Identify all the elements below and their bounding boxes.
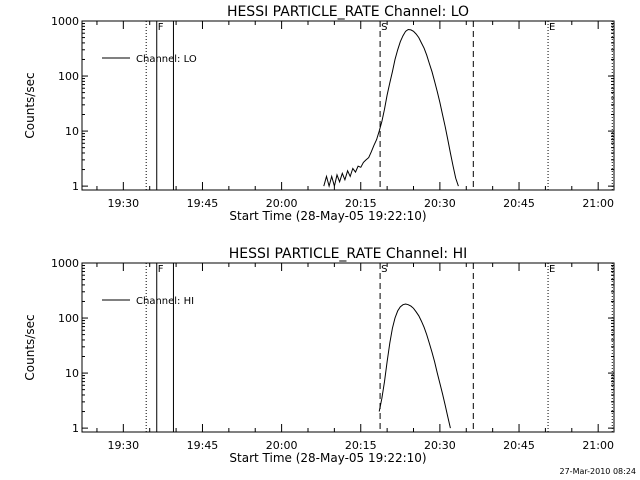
x-tick-label: 20:30 (424, 439, 456, 452)
x-tick-label: 20:45 (503, 197, 535, 210)
x-axis-label: Start Time (28-May-05 19:22:10) (229, 451, 426, 465)
legend-label: Channel: LO (136, 54, 197, 65)
y-axis-label: Counts/sec (23, 72, 37, 138)
plot-frame (81, 262, 615, 433)
y-tick-label: 1 (72, 422, 79, 435)
event-marker-label: F (158, 264, 164, 275)
y-tick-label: 100 (58, 312, 79, 325)
x-axis-label: Start Time (28-May-05 19:22:10) (229, 209, 426, 223)
x-tick-label: 20:30 (424, 197, 456, 210)
x-tick-label: 20:00 (266, 197, 298, 210)
event-marker-label: S (381, 264, 387, 275)
x-tick-label: 19:30 (107, 439, 139, 452)
x-tick-label: 21:00 (582, 439, 614, 452)
footer-timestamp: 27-Mar-2010 08:24 (560, 467, 637, 476)
chart-title: HESSI PARTICLE_RATE Channel: LO (227, 4, 469, 20)
chart-panel-hi: HESSI PARTICLE_RATE Channel: HI F S E 1 10 100… (23, 246, 615, 465)
x-tick-label: 19:45 (187, 439, 219, 452)
y-tick-label: 10 (65, 367, 79, 380)
y-tick-label: 1000 (51, 15, 79, 28)
x-tick-label: 20:00 (266, 439, 298, 452)
legend-label: Channel: HI (136, 296, 194, 307)
y-tick-label: 100 (58, 70, 79, 83)
event-marker-label: E (549, 22, 555, 33)
series-line (378, 303, 451, 429)
series-line (323, 28, 459, 189)
x-tick-label: 20:15 (345, 439, 377, 452)
x-tick-label: 20:15 (345, 197, 377, 210)
event-marker-label: E (549, 264, 555, 275)
y-tick-label: 10 (65, 125, 79, 138)
x-tick-label: 21:00 (582, 197, 614, 210)
x-tick-label: 19:45 (187, 197, 219, 210)
x-tick-label: 20:45 (503, 439, 535, 452)
event-marker-label: S (381, 22, 387, 33)
plot-frame (81, 20, 615, 191)
chart-panel-lo: HESSI PARTICLE_RATE Channel: LO F S E 1 10 100… (23, 4, 615, 223)
y-axis-label: Counts/sec (23, 314, 37, 380)
event-marker-label: F (158, 22, 164, 33)
y-tick-label: 1 (72, 180, 79, 193)
x-tick-label: 19:30 (107, 197, 139, 210)
chart-title: HESSI PARTICLE_RATE Channel: HI (229, 246, 467, 262)
y-tick-label: 1000 (51, 257, 79, 270)
